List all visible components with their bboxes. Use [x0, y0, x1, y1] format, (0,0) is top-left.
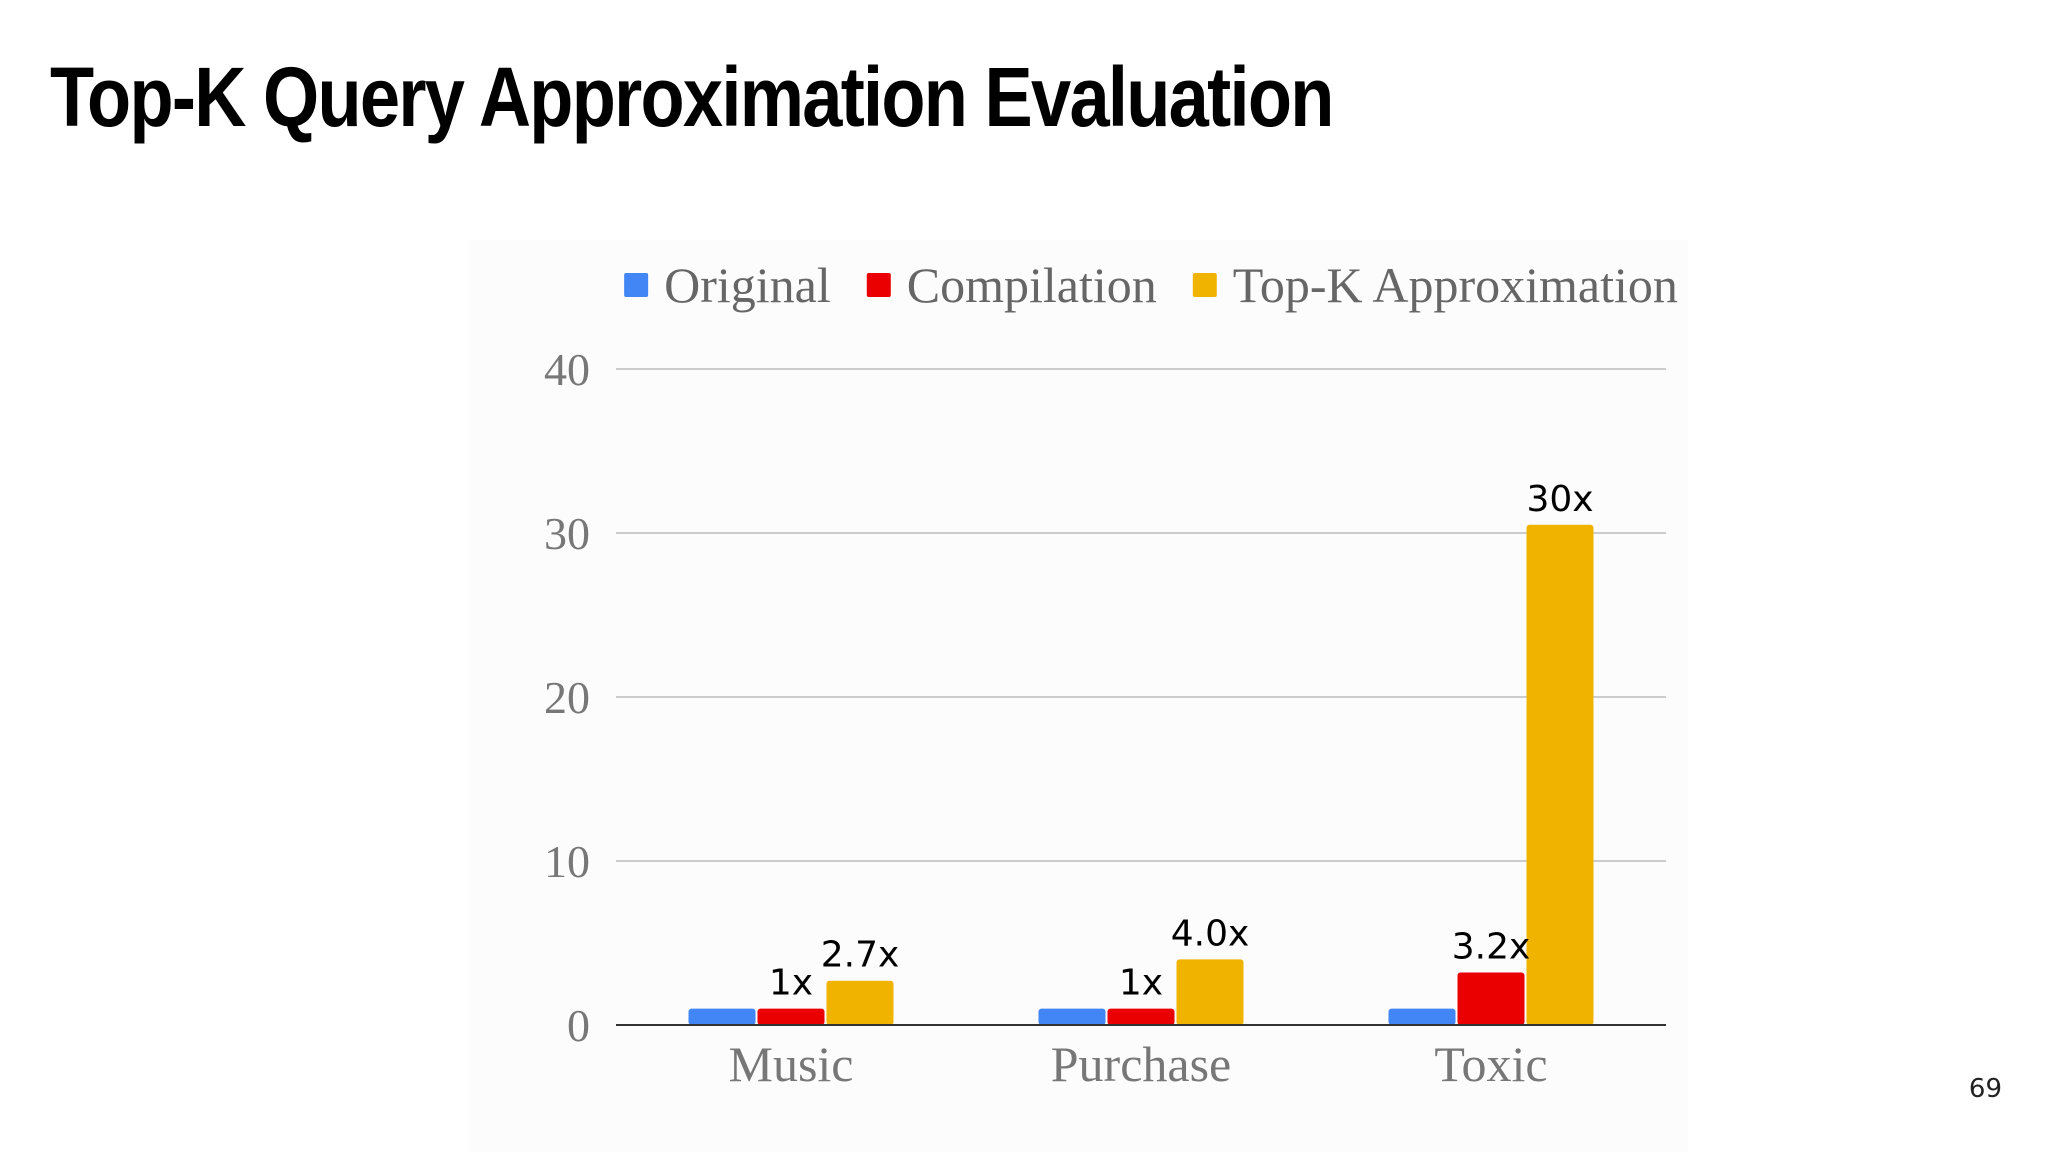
bar-original-toxic	[1388, 1008, 1456, 1025]
bar-original-music	[688, 1008, 756, 1025]
data-label: 1x	[1119, 963, 1163, 1004]
bar-top-k-approximation-music	[826, 980, 894, 1025]
chart-legend: Original Compilation Top-K Approximation	[624, 257, 1678, 313]
data-label: 2.7x	[821, 935, 900, 976]
data-label: 3.2x	[1452, 927, 1531, 968]
bar-chart: Original Compilation Top-K Approximation 1…	[544, 257, 1678, 1092]
bar-compilation-music	[757, 1008, 825, 1025]
y-tick-label: 10	[544, 836, 590, 887]
y-tick-label: 30	[544, 508, 590, 559]
chart-panel: Original Compilation Top-K Approximation 1…	[468, 240, 1688, 1152]
legend-swatch-original	[624, 273, 649, 297]
slide-title: Top-K Query Approximation Evaluation	[50, 50, 1334, 144]
bar-original-purchase	[1038, 1008, 1106, 1025]
bar-top-k-approximation-toxic	[1526, 524, 1594, 1025]
legend-label: Original	[664, 257, 831, 313]
page-number: 69	[1968, 1074, 2002, 1104]
legend-swatch-compilation	[866, 273, 891, 297]
y-tick-label: 20	[544, 672, 590, 723]
bar-top-k-approximation-purchase	[1176, 959, 1244, 1025]
data-label: 30x	[1526, 479, 1593, 520]
x-tick-label: Toxic	[1434, 1036, 1547, 1092]
y-tick-label: 0	[567, 1000, 590, 1051]
y-tick-label: 40	[544, 344, 590, 395]
data-label: 4.0x	[1171, 913, 1250, 954]
legend-label: Top-K Approximation	[1233, 257, 1678, 313]
x-tick-label: Music	[729, 1036, 854, 1092]
legend-swatch-top-k-approximation	[1192, 273, 1217, 297]
legend-label: Compilation	[907, 257, 1157, 313]
chart-axes: 010203040MusicPurchaseToxicRelative Thro…	[544, 344, 1666, 1092]
chart-gridlines	[616, 368, 1666, 862]
chart-bars	[688, 524, 1594, 1025]
data-label: 1x	[769, 963, 813, 1004]
bar-compilation-purchase	[1107, 1008, 1175, 1025]
bar-compilation-toxic	[1457, 972, 1525, 1025]
x-tick-label: Purchase	[1051, 1036, 1232, 1092]
